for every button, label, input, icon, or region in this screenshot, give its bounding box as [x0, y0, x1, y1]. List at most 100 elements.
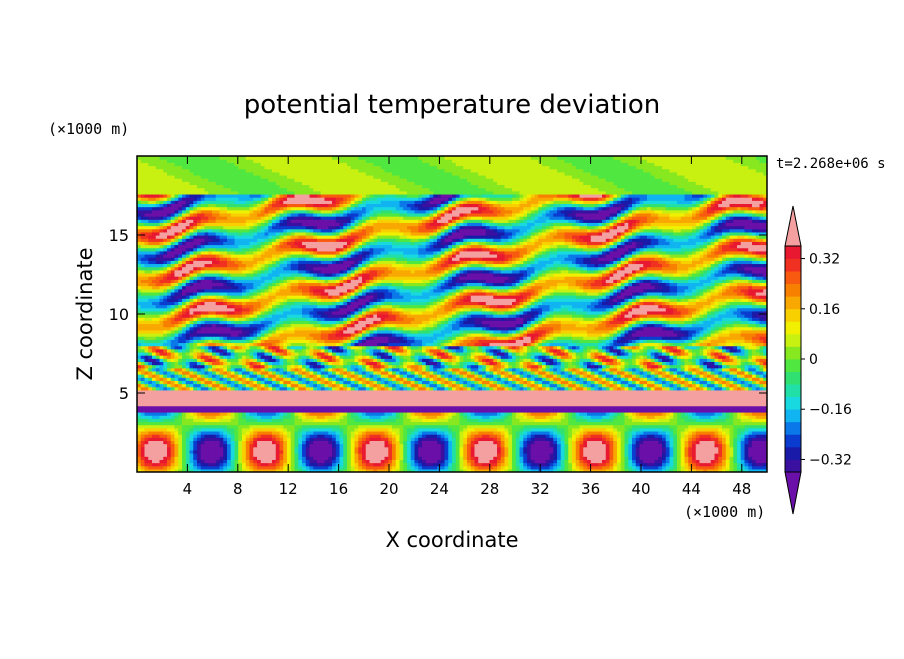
field-cell	[452, 418, 457, 423]
field-cell	[602, 456, 607, 460]
field-cell	[504, 459, 509, 464]
field-cell	[204, 462, 209, 467]
field-cell	[718, 421, 723, 426]
field-cell	[294, 440, 299, 445]
field-cell	[377, 415, 382, 419]
field-cell	[684, 456, 689, 460]
field-cell	[658, 424, 663, 429]
field-cell	[647, 437, 652, 441]
field-cell	[538, 449, 543, 454]
field-cell	[594, 468, 599, 472]
field-cell	[755, 440, 761, 445]
field-cell	[238, 424, 243, 429]
field-cell	[703, 434, 708, 438]
field-cell	[178, 449, 183, 454]
field-cell	[388, 449, 393, 454]
field-cell	[384, 443, 389, 448]
field-cell	[755, 427, 761, 432]
field-cell	[579, 427, 584, 432]
field-cell	[197, 468, 202, 472]
field-cell	[395, 453, 401, 457]
field-cell	[148, 418, 153, 423]
field-cell	[339, 456, 344, 460]
field-cell	[395, 449, 401, 454]
field-cell	[403, 437, 408, 441]
field-cell	[223, 446, 228, 451]
field-cell	[530, 443, 536, 448]
field-cell	[515, 437, 521, 441]
field-cell	[665, 465, 671, 470]
field-cell	[152, 465, 157, 470]
field-cell	[275, 462, 281, 467]
field-cell	[425, 434, 431, 438]
field-cell	[639, 449, 644, 454]
field-cell	[755, 418, 761, 423]
field-cell	[463, 446, 468, 451]
field-cell	[200, 415, 206, 419]
field-cell	[662, 453, 667, 457]
field-cell	[170, 421, 176, 426]
field-cell	[242, 465, 247, 470]
field-cell	[159, 437, 164, 441]
field-cell	[204, 418, 209, 423]
field-cell	[185, 446, 191, 451]
field-cell	[339, 440, 344, 445]
field-cell	[223, 434, 228, 438]
field-cell	[504, 446, 509, 451]
field-cell	[568, 453, 573, 457]
field-cell	[305, 449, 311, 454]
field-cell	[527, 437, 532, 441]
field-cell	[478, 446, 483, 451]
field-cell	[740, 424, 746, 429]
field-cell	[418, 453, 423, 457]
field-cell	[602, 446, 607, 451]
field-cell	[482, 418, 487, 423]
field-cell	[759, 462, 764, 467]
field-cell	[583, 427, 588, 432]
field-cell	[414, 440, 419, 445]
field-cell	[242, 449, 247, 454]
field-cell	[512, 462, 517, 467]
field-cell	[272, 427, 277, 432]
field-cell	[362, 427, 367, 432]
field-cell	[365, 465, 371, 470]
field-cell	[542, 427, 547, 432]
field-cell	[508, 456, 513, 460]
field-cell	[519, 427, 524, 432]
field-cell	[294, 434, 299, 438]
field-cell	[669, 449, 674, 454]
field-cell	[470, 415, 476, 419]
field-cell	[748, 418, 753, 423]
field-cell	[347, 459, 352, 464]
field-cell	[377, 427, 382, 432]
field-cell	[392, 446, 397, 451]
field-cell	[549, 421, 554, 426]
field-cell	[718, 430, 723, 435]
field-cell	[309, 446, 314, 451]
field-cell	[699, 468, 704, 472]
field-cell	[302, 424, 307, 429]
field-cell	[392, 437, 397, 441]
field-cell	[377, 462, 382, 467]
field-cell	[515, 462, 521, 467]
field-cell	[167, 424, 172, 429]
field-cell	[347, 440, 352, 445]
field-cell	[482, 415, 487, 419]
field-cell	[594, 453, 599, 457]
field-cell	[384, 456, 389, 460]
field-cell	[624, 418, 629, 423]
field-cell	[448, 462, 453, 467]
field-cell	[328, 465, 333, 470]
field-cell	[564, 446, 569, 451]
field-cell	[729, 465, 734, 470]
field-cell	[729, 446, 734, 451]
field-cell	[362, 456, 367, 460]
field-cell	[752, 427, 757, 432]
field-cell	[763, 421, 767, 426]
field-cell	[140, 446, 146, 451]
field-cell	[527, 430, 532, 435]
field-cell	[669, 462, 674, 467]
field-cell	[504, 415, 509, 419]
field-cell	[167, 415, 172, 419]
field-cell	[320, 418, 326, 423]
